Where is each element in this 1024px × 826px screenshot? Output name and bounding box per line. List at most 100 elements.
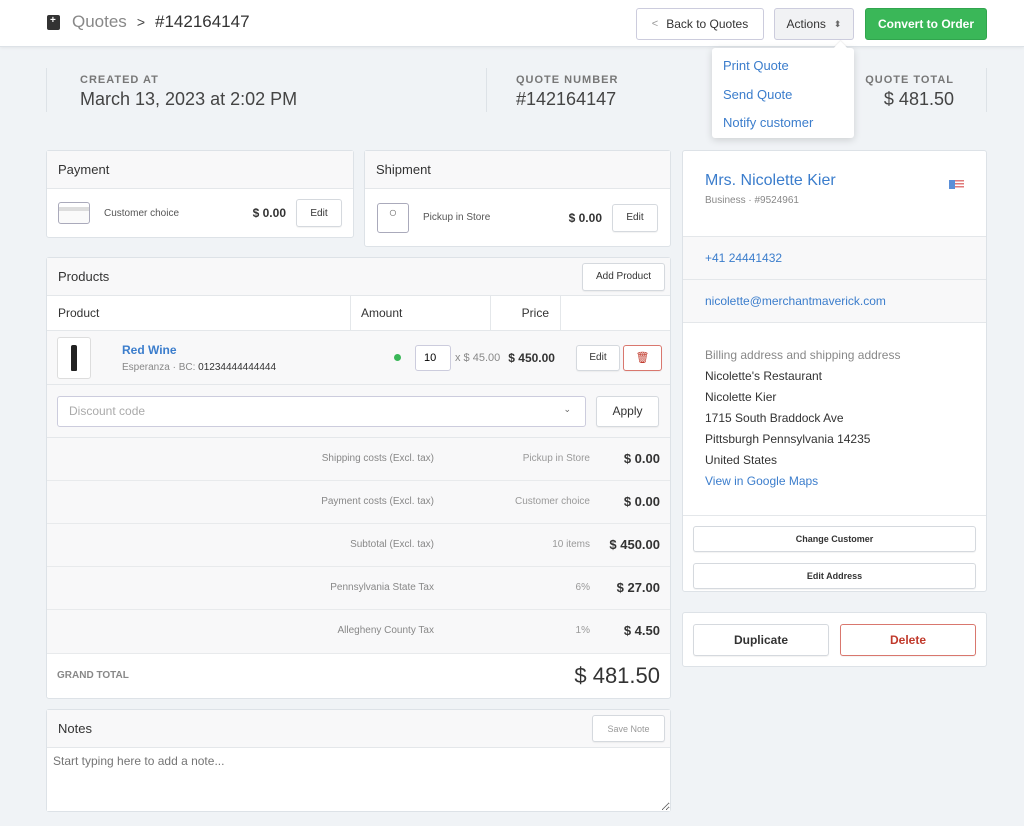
- change-customer-button[interactable]: Change Customer: [693, 526, 976, 552]
- column-amount: Amount: [351, 295, 491, 331]
- breadcrumb-separator: >: [136, 14, 145, 30]
- convert-to-order-button[interactable]: Convert to Order: [865, 8, 987, 40]
- menu-item-send-quote[interactable]: Send Quote: [723, 86, 793, 102]
- unit-price: x $ 45.00: [455, 351, 501, 364]
- note-textarea[interactable]: [47, 748, 670, 811]
- edit-address-label: Edit Address: [806, 571, 863, 581]
- grand-total-row: GRAND TOTAL $ 481.50: [47, 654, 670, 697]
- shipment-card: Shipment ○ Pickup in Store $ 0.00 Edit: [364, 150, 671, 247]
- summary-row-subtotal: Subtotal (Excl. tax) 10 items $ 450.00: [47, 524, 670, 567]
- shipment-title: Shipment: [365, 151, 670, 189]
- quantity-input[interactable]: [415, 344, 451, 371]
- actions-label: Actions: [786, 17, 826, 31]
- customer-name-link[interactable]: Mrs. Nicolette Kier: [705, 172, 836, 189]
- payment-card: Payment Customer choice $ 0.00 Edit: [46, 150, 354, 238]
- apply-discount-button[interactable]: Apply: [596, 395, 659, 427]
- sort-updown-icon: ⬍: [833, 18, 842, 29]
- apply-label: Apply: [612, 404, 643, 418]
- shipment-amount: $ 0.00: [568, 210, 602, 225]
- breadcrumb-current: #142164147: [155, 12, 250, 31]
- address-line: Nicolette's Restaurant: [705, 369, 823, 383]
- menu-item-notify-customer[interactable]: Notify customer: [723, 115, 814, 130]
- shipment-method: Pickup in Store: [423, 212, 491, 223]
- stock-status-dot: [394, 354, 401, 361]
- trash-icon: 🗑: [635, 352, 650, 364]
- payment-amount: $ 0.00: [252, 206, 286, 220]
- address-line: 1715 South Braddock Ave: [705, 411, 844, 425]
- save-note-button[interactable]: Save Note: [592, 715, 665, 742]
- back-to-quotes-button[interactable]: < Back to Quotes: [636, 8, 764, 40]
- add-product-label: Add Product: [595, 271, 652, 282]
- address-line: United States: [705, 453, 778, 467]
- payment-edit-button[interactable]: Edit: [296, 199, 342, 227]
- delete-label: Delete: [889, 632, 927, 647]
- grand-total-value: $ 481.50: [574, 662, 660, 688]
- customer-type-id: Business · #9524961: [705, 195, 799, 206]
- map-pin-icon: ○: [377, 202, 409, 233]
- product-name-link[interactable]: Red Wine: [122, 342, 177, 357]
- created-at-value: March 13, 2023 at 2:02 PM: [80, 89, 298, 109]
- actions-dropdown-menu: Print Quote Send Quote Notify customer: [712, 48, 854, 138]
- edit-label: Edit: [589, 352, 607, 363]
- summary-row-shipping: Shipping costs (Excl. tax) Pickup in Stor…: [47, 438, 670, 481]
- address-line: Pittsburgh Pennsylvania 14235: [705, 432, 871, 446]
- product-delete-button[interactable]: 🗑: [622, 344, 662, 371]
- add-product-button[interactable]: Add Product: [582, 262, 665, 291]
- customer-phone-link[interactable]: +41 24441432: [705, 251, 783, 265]
- grand-total-label: GRAND TOTAL: [57, 670, 129, 681]
- change-customer-label: Change Customer: [795, 534, 874, 544]
- actions-button[interactable]: Actions ⬍: [774, 8, 854, 40]
- quote-total-value: $ 481.50: [883, 89, 954, 109]
- summary-row-state-tax: Pennsylvania State Tax 6% $ 27.00: [47, 567, 670, 610]
- edit-address-button[interactable]: Edit Address: [693, 563, 976, 589]
- quote-number-value: #142164147: [516, 89, 617, 109]
- customer-email-link[interactable]: nicolette@merchantmaverick.com: [705, 294, 886, 308]
- products-title: Products: [58, 269, 110, 284]
- menu-item-print-quote[interactable]: Print Quote: [723, 58, 789, 73]
- column-product: Product: [47, 295, 351, 331]
- created-at-stat: CREATED AT March 13, 2023 at 2:02 PM: [46, 68, 486, 112]
- save-note-label: Save Note: [607, 723, 650, 734]
- chevron-left-icon: <: [651, 18, 659, 30]
- summary-row-payment: Payment costs (Excl. tax) Customer choice…: [47, 481, 670, 524]
- edit-label: Edit: [626, 212, 644, 223]
- credit-card-icon: [58, 202, 90, 224]
- duplicate-label: Duplicate: [733, 632, 788, 647]
- quote-actions-card: Duplicate Delete: [682, 612, 987, 667]
- chevron-down-icon: ⌄: [563, 403, 571, 414]
- breadcrumb: Quotes > #142164147: [47, 12, 250, 32]
- products-table-header: Product Amount Price: [47, 295, 670, 331]
- line-price: $ 450.00: [508, 350, 555, 365]
- notes-title: Notes: [58, 721, 92, 736]
- payment-title: Payment: [47, 151, 353, 189]
- us-flag-icon: [949, 180, 964, 189]
- summary-rows: Shipping costs (Excl. tax) Pickup in Stor…: [47, 438, 670, 654]
- wine-bottle-icon: [71, 344, 77, 371]
- product-edit-button[interactable]: Edit: [575, 344, 620, 371]
- product-brand: Esperanza · BC:: [122, 361, 199, 373]
- duplicate-button[interactable]: Duplicate: [693, 623, 829, 656]
- summary-row-county-tax: Allegheny County Tax 1% $ 4.50: [47, 610, 670, 654]
- notes-card: Notes Save Note: [46, 709, 671, 812]
- product-row: Red Wine Esperanza · BC: 01234444444444 …: [47, 331, 670, 385]
- discount-code-select[interactable]: Discount code ⌄: [57, 395, 586, 427]
- quote-stats: CREATED AT March 13, 2023 at 2:02 PM QUO…: [46, 68, 987, 112]
- address-line: Nicolette Kier: [705, 390, 777, 404]
- top-bar: Quotes > #142164147 < Back to Quotes Acti…: [0, 0, 1024, 47]
- quote-total-stat: QUOTE TOTAL $ 481.50: [854, 68, 987, 112]
- quotes-clipboard-icon: [47, 14, 60, 30]
- google-maps-link[interactable]: View in Google Maps: [705, 474, 819, 488]
- discount-placeholder: Discount code: [69, 404, 146, 418]
- created-at-label: CREATED AT: [80, 74, 159, 86]
- breadcrumb-quotes-link[interactable]: Quotes: [72, 12, 127, 31]
- product-thumbnail: [57, 336, 91, 379]
- payment-method: Customer choice: [104, 207, 180, 219]
- address-block: Billing address and shipping address Nic…: [683, 323, 986, 516]
- delete-button[interactable]: Delete: [840, 623, 976, 656]
- quote-total-label: QUOTE TOTAL: [865, 74, 954, 86]
- quote-number-stat: QUOTE NUMBER #142164147: [486, 68, 786, 112]
- products-card: Products Add Product Product Amount Pric…: [46, 257, 671, 699]
- shipment-edit-button[interactable]: Edit: [612, 203, 658, 232]
- edit-label: Edit: [310, 207, 328, 219]
- product-barcode: 01234444444444: [198, 361, 277, 373]
